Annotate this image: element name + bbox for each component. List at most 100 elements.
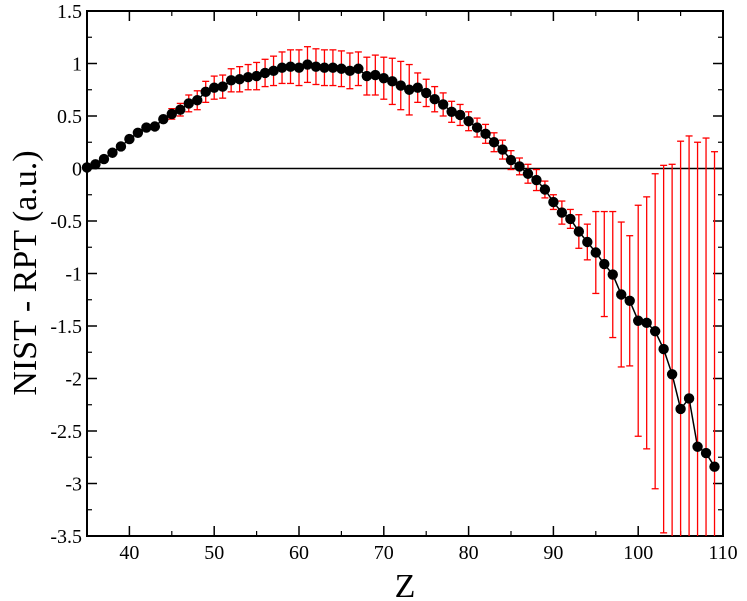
data-point (709, 461, 720, 472)
y-tick-label: -1 (65, 264, 82, 286)
data-point (446, 106, 457, 118)
y-tick-label: -3.5 (50, 526, 82, 548)
data-point (192, 95, 203, 106)
data-point (387, 76, 398, 87)
data-point (361, 70, 373, 82)
data-point (115, 141, 127, 152)
y-tick-label: -3 (65, 474, 82, 496)
y-tick-label: 0 (72, 159, 82, 181)
data-point (624, 295, 635, 306)
error-bar (694, 141, 702, 536)
data-point (429, 94, 440, 105)
y-tick-label: 1.5 (57, 1, 82, 23)
y-axis-title: NIST - RPT (a.u.) (7, 150, 44, 395)
error-bar (677, 140, 685, 536)
x-tick-label: 40 (119, 542, 139, 564)
data-point (463, 116, 474, 127)
data-point (217, 81, 228, 92)
data-point (370, 69, 381, 81)
data-point (633, 315, 644, 326)
data-point (692, 441, 703, 452)
data-point (565, 213, 576, 225)
x-axis-title: Z (395, 568, 416, 601)
data-point (616, 289, 627, 300)
x-tick-label: 70 (374, 542, 394, 564)
data-point (336, 63, 347, 74)
data-point (285, 61, 296, 72)
data-point (505, 154, 517, 166)
data-point (149, 121, 161, 132)
data-point (497, 144, 508, 155)
data-point (480, 128, 491, 140)
data-point (302, 59, 313, 70)
data-point (437, 99, 449, 110)
data-point (242, 71, 254, 83)
data-point (344, 65, 356, 77)
data-point (200, 86, 211, 98)
y-tick-label: -0.5 (50, 211, 82, 233)
data-point (539, 184, 551, 195)
data-point (166, 108, 177, 120)
ticks-layer: 40 50 60 70 80 90 100 110 1.5 1 0.5 0 -0.5 -1 -1.5 -2 -2… (50, 1, 737, 564)
data-point (607, 269, 618, 280)
x-tick-label: 80 (459, 542, 479, 564)
data-point (683, 393, 695, 404)
x-tick-label: 110 (708, 542, 737, 564)
error-bar (702, 137, 710, 536)
data-point (293, 62, 305, 73)
data-point (175, 104, 186, 115)
data-point (658, 343, 669, 355)
y-tick-label: 1 (72, 54, 82, 76)
data-point (132, 127, 144, 138)
data-point (310, 61, 322, 72)
data-point (234, 74, 245, 85)
data-point (276, 62, 288, 73)
data-point (268, 65, 279, 77)
data-point (700, 447, 712, 459)
data-point (522, 168, 534, 179)
data-point (107, 147, 118, 158)
y-tick-label: -1.5 (50, 316, 82, 338)
x-tick-label: 90 (543, 542, 563, 564)
data-point (158, 113, 169, 125)
data-point (395, 80, 406, 91)
data-point (404, 84, 415, 95)
data-point (531, 174, 542, 186)
data-point (421, 87, 432, 99)
data-point (454, 109, 466, 121)
data-point (590, 247, 601, 258)
data-point (98, 153, 110, 165)
data-point (225, 75, 237, 86)
data-point (649, 326, 661, 337)
data-point (514, 161, 525, 172)
data-point (548, 196, 559, 208)
error-bar (668, 163, 676, 536)
data-point (259, 67, 271, 79)
x-tick-label: 50 (204, 542, 224, 564)
data-point (666, 369, 678, 380)
data-point (556, 207, 568, 218)
x-tick-label: 60 (289, 542, 309, 564)
data-point (124, 133, 135, 145)
error-bar (685, 135, 693, 536)
data-point (251, 70, 262, 82)
data-point (81, 162, 93, 173)
error-bar (711, 151, 719, 536)
data-point (599, 258, 610, 270)
data-point (353, 63, 364, 74)
data-point (488, 137, 500, 148)
data-point (641, 317, 652, 329)
data-point (319, 62, 330, 73)
data-point (573, 226, 585, 237)
x-tick-label: 100 (623, 542, 653, 564)
y-tick-label: -2 (65, 369, 82, 391)
points-layer (81, 59, 720, 472)
data-point (412, 82, 423, 93)
data-point (582, 236, 593, 248)
y-tick-label: 0.5 (57, 106, 82, 128)
data-point (675, 403, 686, 415)
data-point (378, 73, 389, 84)
data-point (183, 98, 194, 109)
data-point (471, 122, 483, 133)
